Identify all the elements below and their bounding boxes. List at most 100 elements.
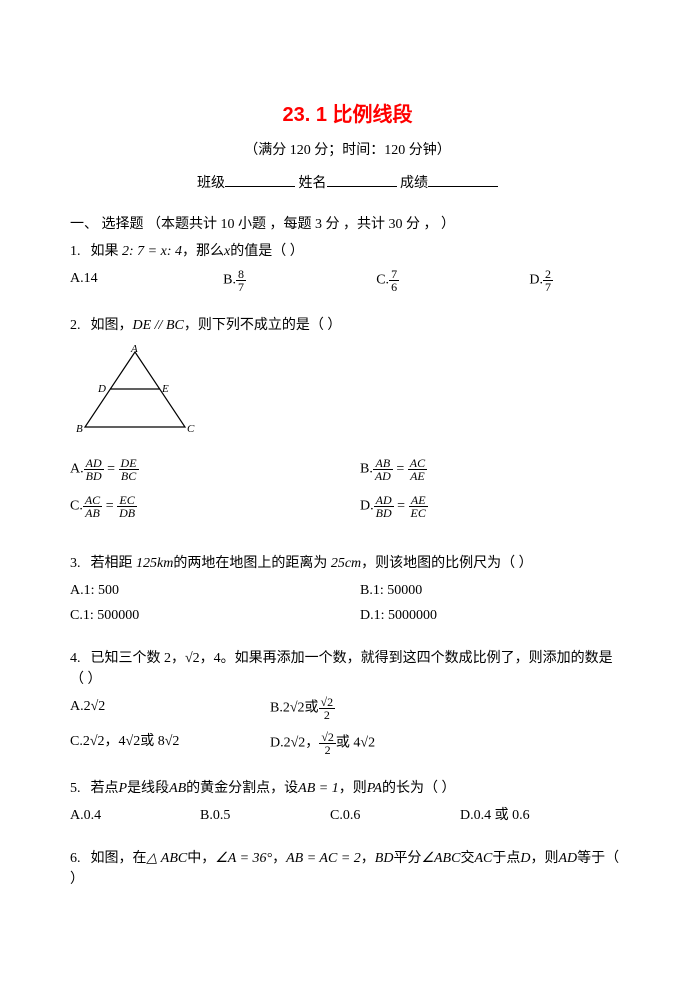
- q2-opts-row1: A.ADBD = DEBC B.ABAD = ACAE: [70, 457, 625, 494]
- q2a-lfrac: ADBD: [84, 457, 104, 482]
- q4-text: 已知三个数 2，√2，4。如果再添加一个数，就得到这四个数成比例了，则添加的数是…: [70, 651, 613, 687]
- q6-number: 6.: [70, 851, 81, 866]
- q6-eq1: AB = AC = 2: [286, 851, 361, 866]
- q4-opt-a: A.2√2: [70, 696, 270, 721]
- opt-d-label: D.: [360, 608, 374, 623]
- q6-D: D: [520, 851, 530, 866]
- q1-d-frac: 27: [543, 268, 553, 293]
- q1-stem: 1.如果 2: 7 = x: 4，那么x的值是（ ）: [70, 241, 625, 262]
- q3-real: 125km: [136, 556, 173, 571]
- q4-b-p1: 2√2: [283, 701, 305, 716]
- q1-prefix: 如果: [91, 244, 123, 259]
- opt-b-label: B.: [223, 273, 236, 288]
- opt-d-label: D.: [270, 736, 284, 751]
- q4-d-fd: 2: [319, 744, 336, 756]
- q2a-rfrac: DEBC: [119, 457, 139, 482]
- question-6: 6.如图，在△ ABC中，∠A = 36°，AB = AC = 2，BD平分∠A…: [70, 848, 625, 890]
- q2b-lfrac: ABAD: [373, 457, 393, 482]
- question-5: 5.若点P是线段AB的黄金分割点，设AB = 1，则PA的长为（ ） A.0.4…: [70, 778, 625, 826]
- opt-c-label: C.: [376, 273, 389, 288]
- q6-m6: 于点: [492, 851, 520, 866]
- opt-c-label: C.: [70, 608, 83, 623]
- q4-opt-d: D.2√2，√22或 4√2: [270, 731, 625, 756]
- blank-score[interactable]: [428, 173, 498, 187]
- q4-opt-c: C.2√2，4√2或 8√2: [70, 731, 270, 756]
- q2a-ld: BD: [84, 470, 104, 482]
- q3-c-val: 1: 500000: [83, 608, 139, 623]
- page-title: 23. 1 比例线段: [70, 100, 625, 130]
- q3-opt-d: D.1: 5000000: [360, 605, 625, 626]
- q5-AB: AB: [169, 781, 186, 796]
- q3-prefix: 若相距: [91, 556, 137, 571]
- q3-suffix: ，则该地图的比例尺为（ ）: [361, 556, 533, 571]
- exam-page: 23. 1 比例线段 （满分 120 分；时间：120 分钟） 班级 姓名 成绩…: [0, 0, 695, 952]
- q1-d-den: 7: [543, 281, 553, 293]
- opt-c-label: C.: [330, 808, 343, 823]
- q2-expr: DE // BC: [133, 318, 184, 333]
- q6-m7: ，则: [530, 851, 558, 866]
- opt-b-label: B.: [270, 701, 283, 716]
- q6-m2: ，: [272, 851, 286, 866]
- blank-name[interactable]: [327, 173, 397, 187]
- fig-label-A: A: [130, 343, 138, 355]
- q4-opt-b: B.2√2或√22: [270, 696, 625, 721]
- q5-opt-b: B.0.5: [200, 805, 330, 826]
- q5-opt-a: A.0.4: [70, 805, 200, 826]
- q5-options: A.0.4 B.0.5 C.0.6 D.0.4 或 0.6: [70, 805, 625, 826]
- q5-suffix: 的长为（ ）: [382, 781, 456, 796]
- q1-opt-c: C.76: [376, 268, 529, 293]
- q2a-rd: BC: [119, 470, 139, 482]
- q5-eq: AB = 1: [298, 781, 339, 796]
- q2c-rd: DB: [117, 507, 137, 519]
- q4-number: 4.: [70, 651, 81, 666]
- q2-opt-a: A.ADBD = DEBC: [70, 457, 360, 482]
- q2b-rfrac: ACAE: [408, 457, 427, 482]
- opt-a-label: A.: [70, 699, 84, 714]
- q5-c-val: 0.6: [343, 808, 361, 823]
- opt-b-label: B.: [200, 808, 213, 823]
- fig-label-E: E: [161, 383, 169, 395]
- q4-a-val: 2√2: [84, 699, 106, 714]
- subtitle-line: （满分 120 分；时间：120 分钟）: [70, 140, 625, 161]
- q2-prefix: 如图，: [91, 318, 133, 333]
- q2-opt-b: B.ABAD = ACAE: [360, 457, 625, 482]
- q2b-rd: AE: [408, 470, 427, 482]
- fig-label-D: D: [97, 383, 106, 395]
- opt-b-label: B.: [360, 583, 373, 598]
- opt-b-label: B.: [360, 462, 373, 477]
- q3-opt-a: A.1: 500: [70, 580, 360, 601]
- q4-b-frac: √22: [319, 696, 336, 721]
- q2c-rfrac: ECDB: [117, 494, 137, 519]
- q2c-lfrac: ACAB: [83, 494, 102, 519]
- q1-number: 1.: [70, 244, 81, 259]
- q1-a-val: 14: [84, 271, 98, 286]
- q6-BD: BD: [375, 851, 394, 866]
- q3-options: A.1: 500 B.1: 50000 C.1: 500000 D.1: 500…: [70, 580, 625, 626]
- subtitle-prefix: （满分: [244, 143, 290, 158]
- q5-m1: 是线段: [127, 781, 169, 796]
- q5-P: P: [119, 781, 128, 796]
- subtitle-mid: 分；时间：: [311, 143, 385, 158]
- q6-AC: AC: [474, 851, 492, 866]
- q4-b-fd: 2: [319, 709, 336, 721]
- blank-class[interactable]: [225, 173, 295, 187]
- opt-c-label: C.: [70, 734, 83, 749]
- q4-d-frac: √22: [319, 731, 336, 756]
- q5-opt-c: C.0.6: [330, 805, 460, 826]
- q2-opt-d: D.ADBD = AEEC: [360, 494, 625, 519]
- q5-prefix: 若点: [91, 781, 119, 796]
- q6-m1: 中，: [187, 851, 215, 866]
- opt-a-label: A.: [70, 462, 84, 477]
- q6-ang: ∠A = 36°: [215, 851, 272, 866]
- blanks-row: 班级 姓名 成绩: [70, 173, 625, 194]
- q6-m4: 平分: [393, 851, 421, 866]
- q3-b-val: 1: 50000: [373, 583, 422, 598]
- q4-stem: 4.已知三个数 2，√2，4。如果再添加一个数，就得到这四个数成比例了，则添加的…: [70, 648, 625, 690]
- q2d-lfrac: ADBD: [374, 494, 394, 519]
- q5-a-val: 0.4: [84, 808, 102, 823]
- question-4: 4.已知三个数 2，√2，4。如果再添加一个数，就得到这四个数成比例了，则添加的…: [70, 648, 625, 756]
- q6-angABC: ∠ABC: [421, 851, 460, 866]
- opt-d-label: D.: [529, 273, 543, 288]
- q2-opts-row2: C.ACAB = ECDB D.ADBD = AEEC: [70, 494, 625, 531]
- label-score: 成绩: [400, 176, 428, 191]
